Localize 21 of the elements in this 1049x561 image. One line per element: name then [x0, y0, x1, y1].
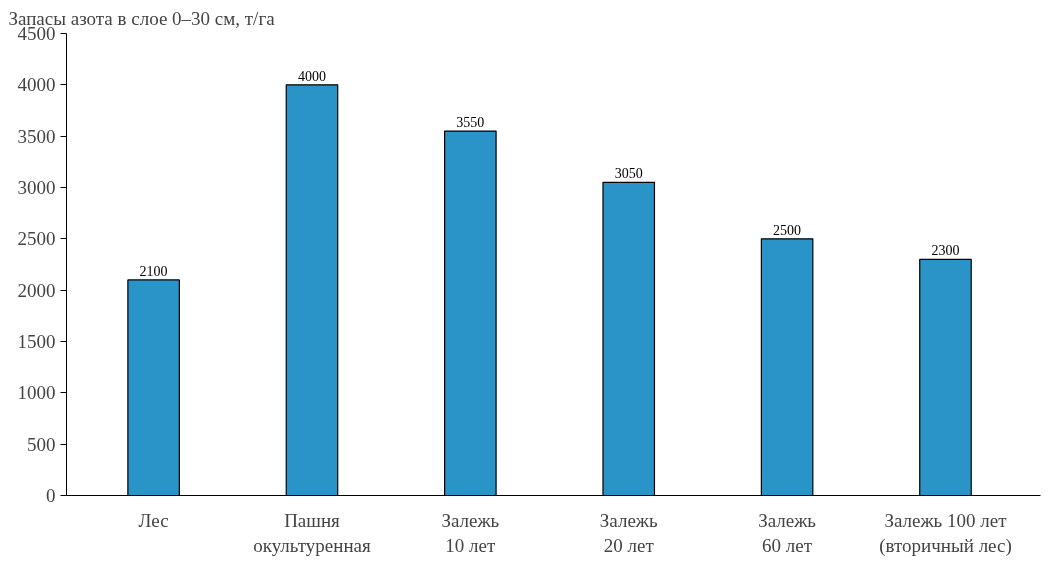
x-tick-label: Залежь 60 лет: [758, 509, 817, 556]
data-label: 3050: [614, 166, 643, 182]
y-tick-label: 2000: [17, 279, 56, 301]
y-tick-label: 3000: [17, 177, 56, 198]
x-tick-label: Залежь 20 лет: [599, 509, 658, 556]
y-tick-label: 0: [46, 485, 56, 506]
y-tick-label: 3500: [17, 125, 56, 147]
data-label: 2100: [139, 263, 168, 279]
data-label: 2500: [773, 222, 802, 238]
y-tick-label: 2500: [17, 228, 56, 250]
data-label: 4000: [297, 68, 326, 84]
y-tick-label: 1500: [17, 331, 56, 352]
y-tick-label: 1000: [17, 382, 56, 404]
data-label: 3550: [456, 115, 485, 131]
x-tick-label: Залежь 10 лет: [441, 509, 500, 556]
data-label: 2300: [931, 243, 960, 259]
x-tick-label: Пашня окультуренная: [253, 509, 372, 556]
x-tick-label: Залежь 100 лет (вторичный лес): [879, 509, 1012, 557]
y-tick-label: 4000: [17, 74, 56, 96]
y-tick-label: 500: [27, 433, 56, 455]
x-tick-label: Лес: [138, 509, 169, 531]
